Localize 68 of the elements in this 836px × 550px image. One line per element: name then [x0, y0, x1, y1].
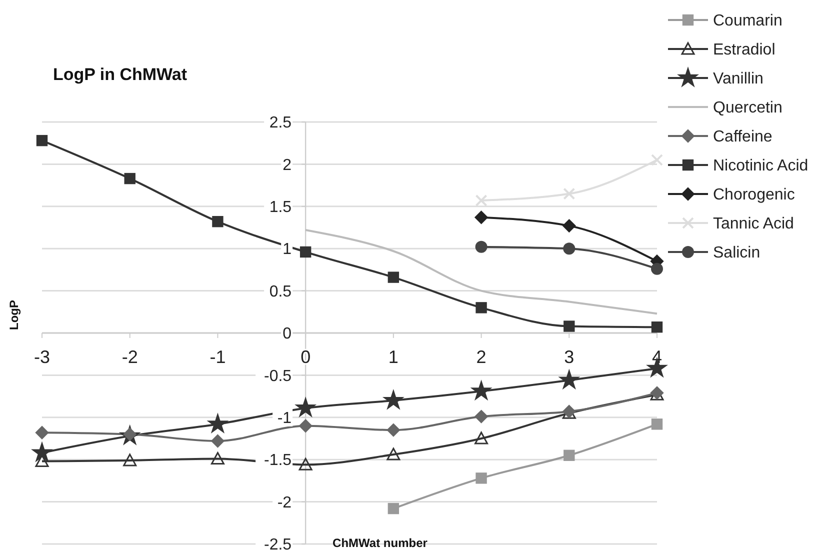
- x-tick-label: 2: [476, 347, 486, 367]
- y-tick-label: 2.5: [269, 114, 292, 132]
- y-tick-label: -2.5: [264, 536, 292, 550]
- point: [298, 458, 312, 470]
- point: [475, 240, 488, 253]
- point: [475, 194, 488, 206]
- point: [388, 272, 400, 283]
- y-tick-label: 2: [282, 156, 292, 174]
- point: [300, 246, 312, 258]
- point: [651, 321, 663, 333]
- line-series: [304, 229, 658, 315]
- x-axis-title: ChMWat number: [332, 536, 428, 550]
- x-tick-label: -1: [210, 347, 226, 367]
- point: [382, 388, 404, 410]
- legend-label: Vanillin: [713, 70, 764, 88]
- point: [476, 302, 487, 314]
- point: [651, 418, 663, 430]
- point: [294, 396, 317, 418]
- legend-label: Estradiol: [713, 42, 776, 59]
- point: [36, 134, 48, 146]
- legend-label: Salicin: [713, 244, 760, 262]
- point: [35, 426, 49, 440]
- y-tick-label: -1.5: [264, 452, 292, 470]
- legend-label: Coumarin: [713, 12, 782, 30]
- chart-title: LogP in ChMWat: [52, 65, 188, 84]
- legend-label: Nicotinic Acid: [713, 158, 808, 175]
- point: [210, 452, 224, 465]
- point: [124, 172, 136, 184]
- x-tick-label: -2: [122, 347, 138, 367]
- point: [476, 472, 487, 484]
- y-tick-label: -0.5: [264, 368, 292, 385]
- y-tick-label: -1: [277, 410, 292, 427]
- point: [562, 219, 576, 232]
- point: [31, 441, 53, 462]
- x-tick-label: 1: [388, 347, 398, 367]
- x-tick-label: -3: [34, 347, 50, 367]
- point: [564, 320, 575, 332]
- point: [474, 410, 488, 424]
- y-tick-label: 1: [282, 241, 292, 258]
- point: [564, 450, 575, 461]
- point: [474, 210, 488, 224]
- point: [388, 502, 400, 514]
- legend-label: Quercetin: [713, 100, 782, 117]
- point: [558, 368, 580, 390]
- point: [123, 454, 137, 466]
- y-tick-label: -2: [277, 494, 292, 512]
- point: [386, 423, 400, 437]
- y-tick-label: 0: [282, 326, 292, 343]
- y-tick-label: 0.5: [269, 283, 292, 300]
- x-tick-label: 0: [300, 347, 311, 367]
- point: [206, 412, 229, 434]
- legend-label: Chorogenic: [713, 186, 795, 204]
- point: [651, 154, 663, 166]
- point: [386, 448, 400, 460]
- legend-label: Caffeine: [713, 128, 772, 146]
- y-tick-label: 1.5: [269, 199, 292, 216]
- point: [563, 188, 576, 200]
- point: [298, 419, 312, 432]
- point: [651, 262, 663, 275]
- point: [563, 242, 576, 255]
- x-tick-label: 3: [564, 347, 574, 367]
- legend-label: Tannic Acid: [713, 216, 794, 233]
- point: [212, 216, 224, 228]
- x-tick-label: 4: [652, 347, 662, 367]
- point: [474, 432, 488, 444]
- point: [211, 434, 224, 448]
- point: [470, 380, 492, 401]
- y-axis-title: LogP: [7, 300, 21, 330]
